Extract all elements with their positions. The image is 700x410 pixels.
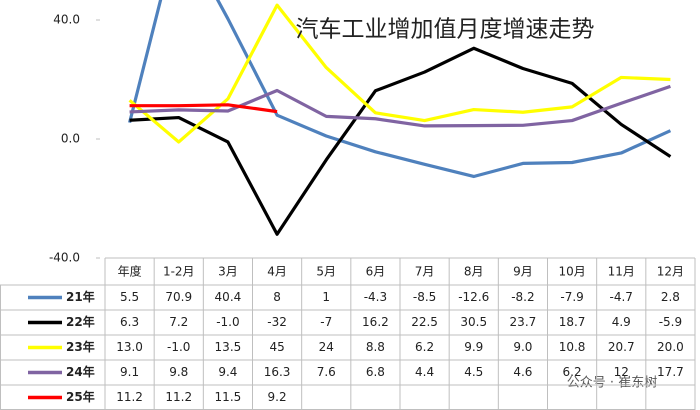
legend-label: 22年 [66,314,95,329]
table-value: -7 [320,315,332,329]
table-value: 20.7 [608,340,635,354]
x-tick-label: 9月 [513,265,533,279]
y-tick-label: -40.0 [49,251,80,265]
legend-label: 21年 [66,289,95,304]
table-value: 30.5 [460,315,487,329]
table-value: 7.2 [169,315,188,329]
table-value: 7.6 [317,365,336,379]
table-value: 8 [273,290,281,304]
series-line [129,84,671,128]
chart-title: 汽车工业增加值月度增速走势 [296,17,595,43]
table-value: 4.4 [415,365,434,379]
table-value: -4.7 [610,290,633,304]
y-tick-label: 40.0 [53,13,80,27]
table-value: 4.6 [513,365,532,379]
table-value: 13.5 [215,340,242,354]
table-value: -1.0 [167,340,190,354]
table-value: -32 [267,315,287,329]
watermark: 公众号 · 崔东树 [567,375,657,391]
y-tick-label: 0.0 [61,132,80,146]
table-value: -12.6 [458,290,489,304]
table-value: 20.0 [657,340,684,354]
table-value: 8.8 [366,340,385,354]
x-tick-label: 10月 [558,265,585,279]
x-tick-label: 5月 [316,265,336,279]
table-value: 16.2 [362,315,389,329]
table-value: 11.5 [215,390,242,404]
table-value: 18.7 [559,315,586,329]
series-line [129,103,278,114]
x-tick-label: 6月 [366,265,386,279]
table-value: 9.8 [169,365,188,379]
table-value: 6.3 [120,315,139,329]
table-value: -4.3 [364,290,387,304]
table-value: 2.8 [661,290,680,304]
table-value: -1.0 [216,315,239,329]
table-value: 6.2 [415,340,434,354]
table-value: 22.5 [411,315,438,329]
table-value: 4.9 [612,315,631,329]
table-value: 17.7 [657,365,684,379]
table-value: 10.8 [559,340,586,354]
table-value: 12 [614,365,629,379]
legend-label: 23年 [66,339,95,354]
table-value: 70.9 [165,290,192,304]
table-value: -8.2 [511,290,534,304]
table-value: 9.9 [464,340,483,354]
table-value: 16.3 [264,365,291,379]
table-value: 1 [322,290,330,304]
series-line [129,46,672,236]
series-line [128,0,672,179]
table-value: 9.1 [120,365,139,379]
table-value: -7.9 [560,290,583,304]
x-tick-label: 7月 [415,265,435,279]
table-value: 6.8 [366,365,385,379]
table-value: -8.5 [413,290,436,304]
x-tick-label: 8月 [464,265,484,279]
table-value: 24 [319,340,334,354]
legend-label: 25年 [66,389,95,404]
table-value: -5.9 [659,315,682,329]
table-value: 5.5 [120,290,139,304]
table-value: 9.2 [268,390,287,404]
table-value: 9.0 [513,340,532,354]
legend-label: 24年 [66,364,95,379]
x-tick-label: 3月 [218,265,238,279]
table-value: 11.2 [116,390,143,404]
x-tick-label: 4月 [267,265,287,279]
plot-area [128,0,672,236]
table-value: 9.4 [218,365,237,379]
table-value: 40.4 [215,290,242,304]
table-value: 6.2 [563,365,582,379]
table-value: 4.5 [464,365,483,379]
table-value: 23.7 [510,315,537,329]
x-tick-label: 1-2月 [163,265,195,279]
table-value: 13.0 [116,340,143,354]
table-value: 45 [269,340,284,354]
x-tick-label: 11月 [608,265,635,279]
table-value: 11.2 [165,390,192,404]
x-tick-label: 12月 [657,265,684,279]
x-tick-label: 年度 [118,264,142,279]
